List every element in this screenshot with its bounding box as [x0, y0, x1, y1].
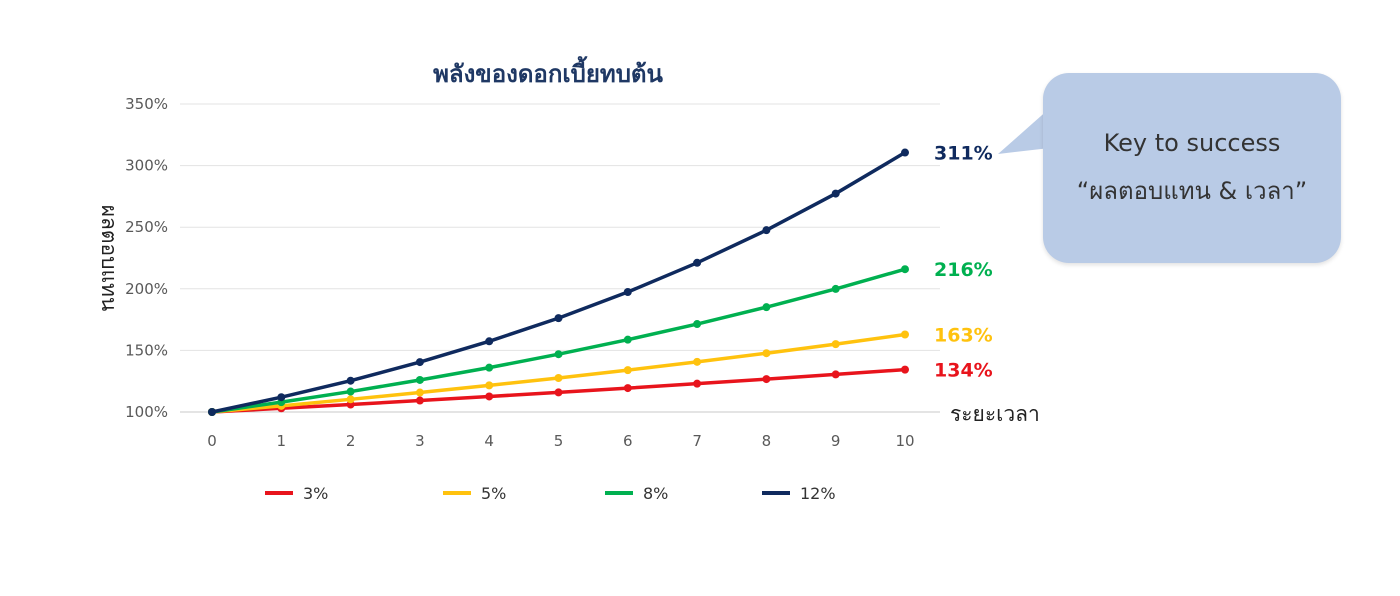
y-axis-label: ผลตอบแทน: [97, 205, 121, 312]
data-point: [485, 337, 494, 346]
y-axis-ticks: 100% 150% 200% 250% 300% 350%: [125, 95, 168, 421]
data-point: [831, 340, 840, 349]
legend-item: 5%: [443, 484, 506, 503]
series-line: [211, 332, 906, 414]
callout-text: Key to success “ผลตอบแทน & เวลา”: [1043, 119, 1341, 215]
data-point: [554, 373, 563, 382]
x-axis-ticks: 0 1 2 3 4 5 6 7 8 9 10: [207, 432, 914, 450]
data-point: [693, 320, 702, 329]
data-point: [623, 288, 632, 297]
legend-label: 5%: [481, 484, 506, 503]
end-label: 311%: [934, 143, 993, 165]
x-axis-label: ระยะเวลา: [950, 402, 1040, 426]
data-point: [415, 388, 424, 397]
end-label: 134%: [934, 360, 993, 382]
callout-line-1: Key to success: [1103, 129, 1281, 157]
data-point: [831, 189, 840, 198]
data-point: [762, 226, 771, 235]
data-point: [693, 357, 702, 366]
legend-label: 3%: [303, 484, 328, 503]
x-tick-label: 7: [692, 432, 702, 450]
data-point: [623, 335, 632, 344]
x-tick-label: 6: [623, 432, 633, 450]
x-tick-label: 0: [207, 432, 217, 450]
x-tick-label: 2: [346, 432, 356, 450]
data-point: [346, 376, 355, 385]
x-tick-label: 8: [762, 432, 772, 450]
data-point: [901, 330, 909, 339]
data-point: [762, 303, 771, 312]
legend-item: 12%: [762, 484, 836, 503]
x-tick-label: 3: [415, 432, 425, 450]
callout-tail: [998, 108, 1050, 154]
y-tick-label: 100%: [125, 403, 168, 421]
data-point: [415, 375, 424, 384]
data-point: [901, 365, 909, 374]
callout-line-2: “ผลตอบแทน & เวลา”: [1076, 177, 1308, 205]
x-tick-label: 4: [484, 432, 494, 450]
data-point: [901, 148, 909, 157]
data-point: [485, 363, 494, 372]
y-tick-label: 250%: [125, 218, 168, 236]
legend-label: 8%: [643, 484, 668, 503]
series-5%: [208, 330, 909, 416]
data-point: [485, 381, 494, 390]
series-12%: [208, 148, 909, 416]
data-point: [208, 408, 216, 416]
legend-label: 12%: [800, 484, 836, 503]
legend-item: 3%: [265, 484, 328, 503]
x-tick-label: 5: [554, 432, 564, 450]
data-point: [277, 393, 286, 402]
series-group: [208, 148, 909, 416]
series-line: [211, 151, 906, 414]
data-point: [831, 284, 840, 293]
end-labels: 134% 163% 216% 311%: [934, 143, 993, 382]
data-point: [693, 258, 702, 267]
data-point: [554, 314, 563, 323]
data-point: [693, 379, 702, 388]
data-point: [831, 370, 840, 379]
grid-lines: [180, 103, 940, 413]
data-point: [485, 392, 494, 401]
data-point: [554, 388, 563, 397]
data-point: [901, 265, 909, 274]
data-point: [346, 387, 355, 396]
data-point: [346, 395, 355, 404]
y-tick-label: 350%: [125, 95, 168, 113]
y-tick-label: 150%: [125, 341, 168, 359]
data-point: [623, 384, 632, 393]
legend: 3% 5% 8% 12%: [265, 484, 836, 503]
x-tick-label: 9: [831, 432, 841, 450]
end-label: 216%: [934, 259, 993, 281]
data-point: [554, 350, 563, 359]
callout-box: Key to success “ผลตอบแทน & เวลา”: [1043, 73, 1341, 263]
data-point: [415, 358, 424, 367]
x-tick-label: 1: [277, 432, 287, 450]
data-point: [762, 349, 771, 358]
data-point: [623, 366, 632, 375]
y-tick-label: 200%: [125, 280, 168, 298]
data-point: [415, 396, 424, 405]
chart-title: พลังของดอกเบี้ยทบต้น: [433, 55, 663, 88]
x-tick-label: 10: [895, 432, 914, 450]
end-label: 163%: [934, 325, 993, 347]
data-point: [762, 375, 771, 384]
y-tick-label: 300%: [125, 157, 168, 175]
legend-item: 8%: [605, 484, 668, 503]
